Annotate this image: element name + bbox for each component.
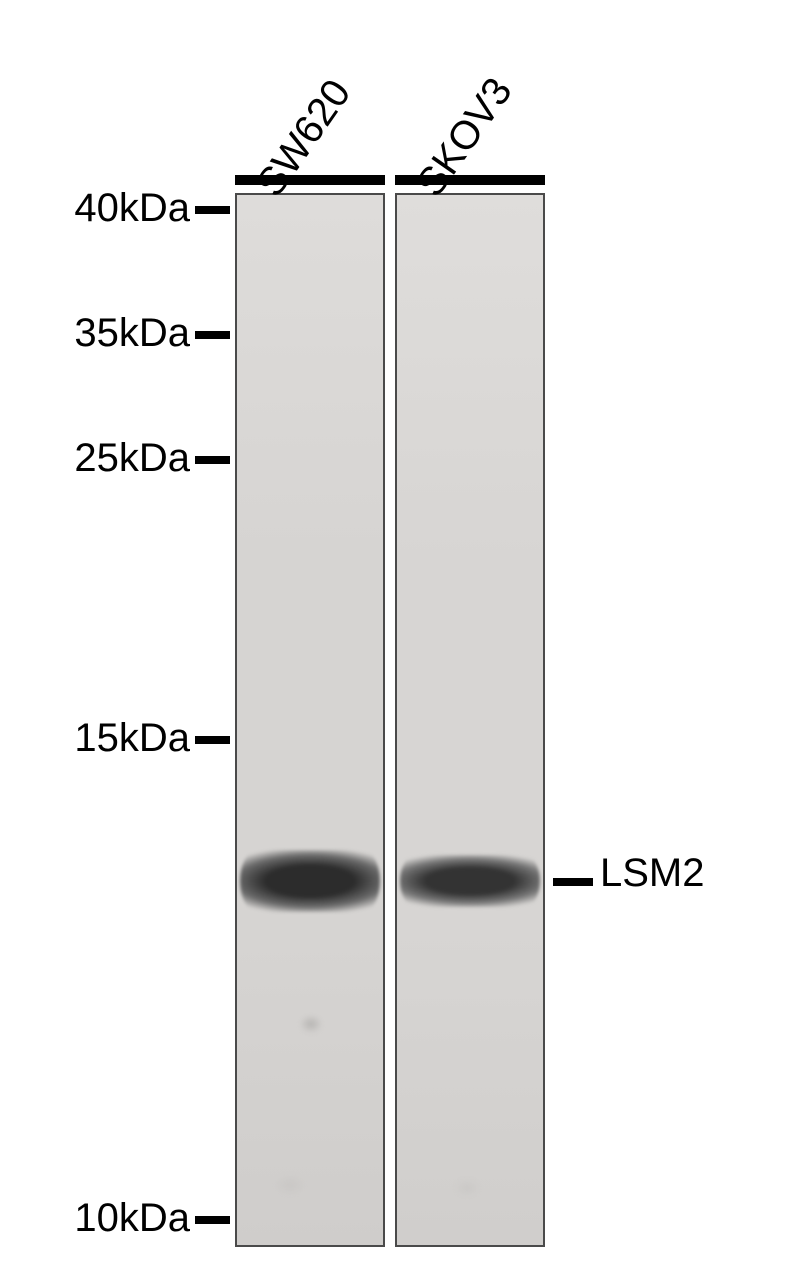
mw-marker-label-1: 40kDa	[74, 186, 190, 231]
blot-lane-1	[235, 193, 385, 1247]
mw-marker-label-5: 10kDa	[74, 1196, 190, 1241]
mw-marker-tick-4	[195, 736, 230, 744]
mw-marker-tick-2	[195, 331, 230, 339]
lane-1-noise-2	[275, 1175, 305, 1195]
protein-band-lane-2	[400, 855, 540, 907]
mw-marker-label-2: 35kDa	[74, 311, 190, 356]
lane-1-label: SW620	[248, 72, 360, 205]
mw-marker-label-4: 15kDa	[74, 716, 190, 761]
western-blot-figure: SW620SKOV340kDa35kDa25kDa15kDa10kDaLSM2	[0, 0, 794, 1280]
lane-2-noise-1	[455, 1180, 479, 1196]
mw-marker-tick-5	[195, 1216, 230, 1224]
result-tick	[553, 878, 593, 886]
result-label: LSM2	[600, 851, 705, 896]
mw-marker-label-3: 25kDa	[74, 436, 190, 481]
lane-1-noise-1	[300, 1015, 322, 1033]
mw-marker-tick-3	[195, 456, 230, 464]
blot-lane-2	[395, 193, 545, 1247]
protein-band-lane-1	[240, 850, 380, 912]
mw-marker-tick-1	[195, 206, 230, 214]
